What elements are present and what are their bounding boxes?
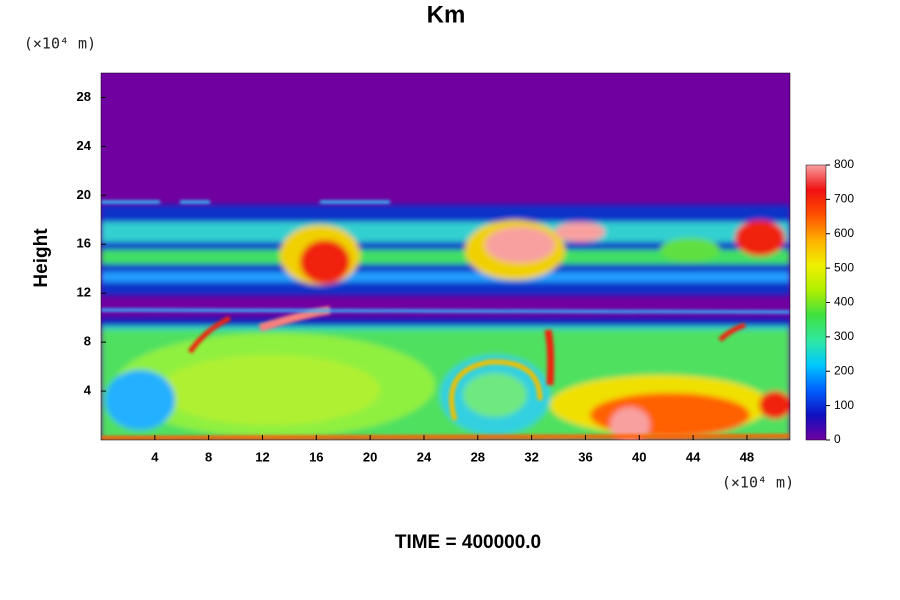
x-tick-label: 16 [309,449,323,464]
y-unit: (×10⁴ m) [24,35,96,53]
x-tick-label: 12 [255,449,269,464]
colorbar-tick-label: 700 [834,192,854,206]
x-tick-label: 20 [363,449,377,464]
x-tick-label: 4 [151,449,159,464]
x-tick-label: 32 [524,449,538,464]
plot-frame [100,72,791,441]
y-tick-label: 4 [84,383,92,398]
chart-title: Km [427,1,466,28]
colorbar-tick-label: 400 [834,295,854,309]
colorbar-tick-label: 600 [834,226,854,240]
colorbar-tick-label: 300 [834,329,854,343]
y-tick-label: 8 [84,334,91,349]
y-axis-label: Height [31,228,52,288]
y-tick-label: 16 [77,236,91,251]
colorbar-tick-label: 200 [834,363,854,377]
colorbar-tick-label: 0 [834,432,841,446]
y-tick-label: 12 [77,285,91,300]
x-tick-label: 36 [578,449,592,464]
colorbar-tick-label: 500 [834,260,854,274]
y-tick-label: 24 [77,138,92,153]
field [101,73,790,440]
x-tick-label: 44 [686,449,701,464]
y-tick-label: 20 [77,187,91,202]
y-tick-label: 28 [77,89,91,104]
x-tick-label: 28 [471,449,485,464]
x-tick-label: 48 [740,449,754,464]
x-tick-label: 8 [205,449,212,464]
colorbar-tick-label: 800 [834,157,854,171]
x-unit: (×10⁴ m) [722,474,794,492]
x-tick-label: 40 [632,449,646,464]
x-tick-label: 24 [417,449,432,464]
time-label: TIME = 400000.0 [395,532,541,553]
colorbar [805,164,827,441]
colorbar-tick-label: 100 [834,398,854,412]
